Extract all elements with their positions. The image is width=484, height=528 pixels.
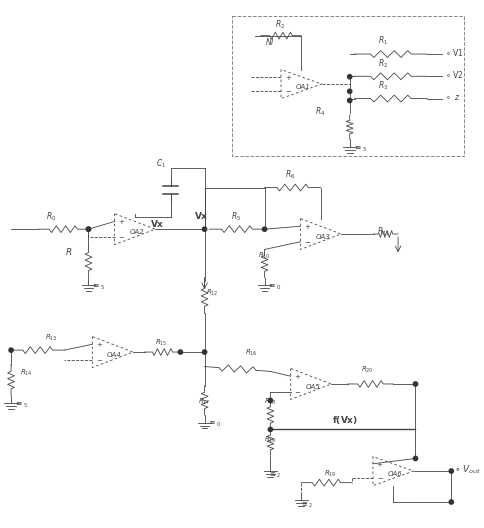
Text: $\equiv_2$: $\equiv_2$ (300, 501, 313, 510)
Circle shape (178, 350, 182, 354)
Text: $R_{10}$: $R_{10}$ (257, 251, 271, 261)
Circle shape (412, 456, 417, 460)
Text: $R$: $R$ (65, 246, 73, 257)
Text: $R_{13}$: $R_{13}$ (45, 333, 58, 343)
Text: $R_4$: $R_4$ (315, 106, 325, 118)
Text: $R_6$: $R_6$ (284, 169, 294, 182)
Text: $\equiv_5$: $\equiv_5$ (352, 144, 366, 154)
Circle shape (347, 74, 351, 79)
Text: OA5: OA5 (305, 384, 319, 390)
Circle shape (86, 227, 91, 231)
Text: $\equiv_0$: $\equiv_0$ (207, 420, 222, 429)
Text: $\circ\ V_{out}$: $\circ\ V_{out}$ (453, 464, 481, 476)
Circle shape (86, 227, 91, 231)
Circle shape (262, 227, 266, 231)
Text: OA1: OA1 (295, 84, 310, 90)
Text: OA2: OA2 (129, 229, 144, 235)
Text: +: + (303, 224, 309, 230)
Circle shape (448, 500, 453, 504)
Text: $R_3$: $R_3$ (378, 80, 388, 92)
Text: +: + (294, 374, 300, 380)
Text: $\circ$ V1: $\circ$ V1 (444, 47, 462, 58)
Text: −: − (303, 240, 309, 246)
Text: $\bf{Vx}$: $\bf{Vx}$ (194, 211, 209, 221)
Text: $\equiv_0$: $\equiv_0$ (267, 282, 282, 292)
Circle shape (268, 398, 272, 402)
Text: +: + (96, 342, 102, 348)
Text: $R_0$: $R_0$ (46, 211, 57, 223)
Text: $R_1$: $R_1$ (378, 34, 388, 47)
Text: $R_{17}$: $R_{17}$ (198, 397, 211, 407)
Circle shape (9, 348, 13, 352)
Text: $R_{11}$: $R_{11}$ (376, 225, 390, 238)
Text: $C_1$: $C_1$ (156, 157, 166, 170)
Text: $R_2$: $R_2$ (378, 58, 388, 70)
Text: $\circ$  $z$: $\circ$ $z$ (444, 93, 459, 102)
Text: $R_{18}$: $R_{18}$ (263, 397, 276, 407)
Circle shape (202, 350, 206, 354)
Text: −: − (118, 235, 124, 241)
Text: $R_{12}$: $R_{12}$ (206, 288, 218, 298)
Text: +: + (118, 220, 124, 225)
Text: $R_5$: $R_5$ (231, 211, 241, 223)
Text: $R_{14}$: $R_{14}$ (20, 367, 33, 378)
Circle shape (412, 382, 417, 386)
Text: $R_{15}$: $R_{15}$ (154, 337, 167, 347)
Text: −: − (96, 358, 102, 364)
Text: OA3: OA3 (315, 234, 329, 240)
Text: −: − (284, 89, 290, 95)
Text: $\circ$ V2: $\circ$ V2 (444, 69, 462, 80)
Text: $\equiv_5$: $\equiv_5$ (14, 401, 28, 410)
Text: −: − (376, 476, 382, 482)
Circle shape (268, 427, 272, 431)
Text: $R_2$: $R_2$ (274, 19, 285, 32)
Text: $R_{19}$: $R_{19}$ (263, 435, 276, 445)
Text: −: − (294, 390, 300, 395)
Text: OA4: OA4 (107, 352, 121, 358)
Circle shape (202, 227, 206, 231)
Text: $NI$: $NI$ (265, 36, 275, 48)
Text: $\bf{Vx}$: $\bf{Vx}$ (150, 218, 165, 229)
Circle shape (347, 89, 351, 93)
Text: $R_{20}$: $R_{20}$ (360, 364, 373, 374)
Text: $\equiv_2$: $\equiv_2$ (267, 471, 280, 480)
Text: +: + (284, 75, 290, 81)
Circle shape (448, 469, 453, 473)
Text: $R_{19}$: $R_{19}$ (323, 469, 336, 479)
Circle shape (347, 98, 351, 102)
Text: OA6: OA6 (387, 471, 402, 477)
Text: +: + (376, 462, 382, 468)
Text: $\bf{f(Vx)}$: $\bf{f(Vx)}$ (331, 413, 357, 426)
Text: $R_{16}$: $R_{16}$ (244, 348, 257, 358)
Text: $\equiv_5$: $\equiv_5$ (91, 282, 106, 292)
